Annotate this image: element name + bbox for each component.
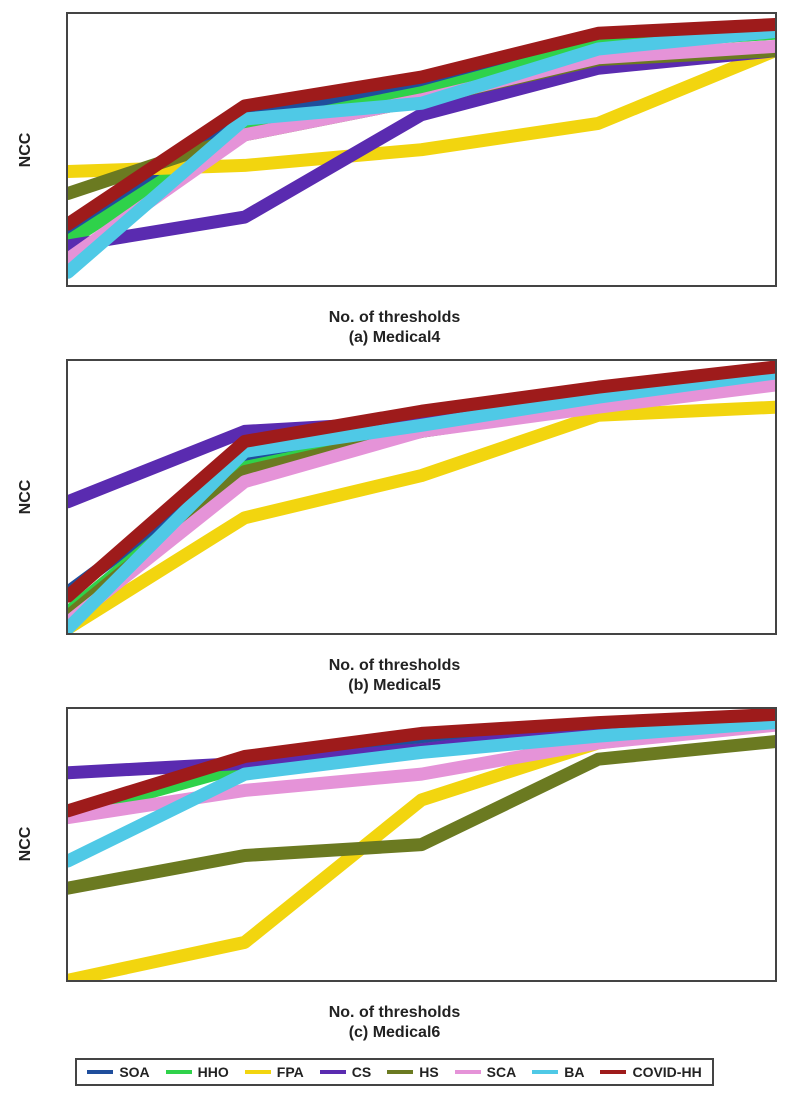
legend-swatch [245, 1070, 271, 1074]
legend-item-soa: SOA [87, 1064, 149, 1080]
y-tick [66, 721, 68, 723]
y-tick [66, 451, 68, 453]
x-tick-label: 6 [66, 285, 72, 287]
x-tick [244, 633, 246, 635]
y-tick [66, 571, 68, 573]
y-tick [66, 925, 68, 927]
x-tick-label: 12 [591, 285, 605, 287]
y-tick [66, 612, 68, 614]
legend-item-hho: HHO [166, 1064, 229, 1080]
x-tick [67, 633, 69, 635]
chart-area: NCC 0.970.9750.980.9850.990.995681012 [66, 12, 777, 287]
x-tick-label: 10 [414, 285, 428, 287]
x-tick-label: 6 [66, 980, 72, 982]
legend-swatch [455, 1070, 481, 1074]
y-tick [66, 491, 68, 493]
y-tick [66, 153, 68, 155]
legend-swatch [87, 1070, 113, 1074]
y-tick [66, 197, 68, 199]
y-tick [66, 531, 68, 533]
page: NCC 0.970.9750.980.9850.990.995681012 No… [0, 0, 789, 1096]
legend: SOA HHO FPA CS HS SCA BA COVID-HH [75, 1058, 713, 1086]
x-tick [244, 285, 246, 287]
legend-item-cs: CS [320, 1064, 371, 1080]
x-tick-label: 10 [414, 980, 428, 982]
chart-area: NCC 0.980.9850.990.995681012 [66, 707, 777, 982]
x-tick [421, 633, 423, 635]
legend-swatch [387, 1070, 413, 1074]
x-tick [421, 285, 423, 287]
y-axis-label: NCC [17, 132, 35, 167]
legend-label: BA [564, 1064, 584, 1080]
x-tick-label: 8 [241, 285, 248, 287]
panel-medical6: NCC 0.980.9850.990.995681012 No. of thre… [8, 707, 781, 1048]
panel-subtitle: (b) Medical5 [8, 677, 781, 695]
legend-swatch [600, 1070, 626, 1074]
legend-item-hs: HS [387, 1064, 438, 1080]
x-tick [67, 980, 69, 982]
x-tick [421, 980, 423, 982]
x-tick [597, 980, 599, 982]
y-tick [66, 411, 68, 413]
legend-label: CS [352, 1064, 371, 1080]
legend-label: SOA [119, 1064, 149, 1080]
x-tick-label: 10 [414, 633, 428, 635]
panel-medical5: NCC 0.9860.9880.990.9920.9940.9960.99868… [8, 359, 781, 700]
y-tick [66, 241, 68, 243]
x-tick-label: 6 [66, 633, 72, 635]
y-tick [66, 22, 68, 24]
y-tick [66, 789, 68, 791]
x-tick-label: 12 [591, 980, 605, 982]
legend-label: FPA [277, 1064, 304, 1080]
legend-swatch [320, 1070, 346, 1074]
legend-label: HS [419, 1064, 438, 1080]
x-axis-label: No. of thresholds [8, 1004, 781, 1022]
legend-item-covid-hh: COVID-HH [600, 1064, 701, 1080]
legend-swatch [532, 1070, 558, 1074]
legend-item-ba: BA [532, 1064, 584, 1080]
y-tick [66, 857, 68, 859]
y-tick [66, 109, 68, 111]
x-tick-label: 8 [241, 980, 248, 982]
x-axis-label: No. of thresholds [8, 309, 781, 327]
x-tick [244, 980, 246, 982]
y-axis-label: NCC [17, 480, 35, 515]
panel-subtitle: (c) Medical6 [8, 1024, 781, 1042]
chart-box-medical4: 0.970.9750.980.9850.990.995681012 [66, 12, 777, 287]
y-tick [66, 66, 68, 68]
legend-label: HHO [198, 1064, 229, 1080]
y-tick [66, 370, 68, 372]
panel-subtitle: (a) Medical4 [8, 329, 781, 347]
x-axis-label: No. of thresholds [8, 657, 781, 675]
chart-box-medical6: 0.980.9850.990.995681012 [66, 707, 777, 982]
legend-item-sca: SCA [455, 1064, 517, 1080]
x-tick-label: 8 [241, 633, 248, 635]
legend-label: COVID-HH [632, 1064, 701, 1080]
x-tick [597, 285, 599, 287]
legend-swatch [166, 1070, 192, 1074]
legend-item-fpa: FPA [245, 1064, 304, 1080]
panel-medical4: NCC 0.970.9750.980.9850.990.995681012 No… [8, 12, 781, 353]
chart-area: NCC 0.9860.9880.990.9920.9940.9960.99868… [66, 359, 777, 634]
x-tick-label: 12 [591, 633, 605, 635]
y-axis-label: NCC [17, 827, 35, 862]
x-tick [597, 633, 599, 635]
chart-box-medical5: 0.9860.9880.990.9920.9940.9960.998681012 [66, 359, 777, 634]
x-tick [67, 285, 69, 287]
legend-label: SCA [487, 1064, 517, 1080]
